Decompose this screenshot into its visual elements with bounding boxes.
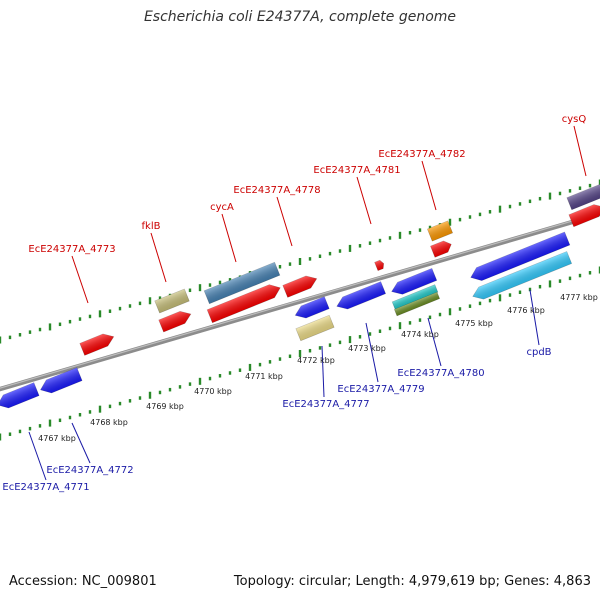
accession-text: Accession: NC_009801 <box>9 574 157 589</box>
ruler-label: 4774 kbp <box>401 330 439 339</box>
backbone-highlight <box>0 212 600 389</box>
ruler-label: 4769 kbp <box>146 402 184 411</box>
gene-forward-red-shade <box>282 275 317 298</box>
gene-forward-red-group <box>206 284 281 324</box>
gene-reverse-cyan-shade <box>392 284 438 310</box>
gene-reverse-blue-shade <box>391 268 437 295</box>
forward-gene-label: cysQ <box>562 114 587 125</box>
backbone-line <box>0 211 600 392</box>
gene-forward-red-shade <box>158 311 191 333</box>
forward-gene-label: EcE24377A_4782 <box>378 149 465 160</box>
forward-leader-line <box>276 196 293 247</box>
gene-reverse-blue-shade <box>336 281 386 310</box>
gene-forward-red-shade <box>374 260 384 271</box>
gene-reverse-blue-group <box>470 231 571 281</box>
gene-reverse-cyan-group <box>472 251 573 300</box>
ruler-label: 4768 kbp <box>90 418 128 427</box>
gene-forward-orange-shade <box>427 220 453 242</box>
gene-forward-purple-shade <box>566 184 600 210</box>
gene-reverse-blue-shade <box>40 367 83 393</box>
genome-summary-text: Topology: circular; Length: 4,979,619 bp… <box>233 574 591 589</box>
forward-gene-label: EcE24377A_4778 <box>233 185 320 196</box>
gene-forward-steelblue-group <box>203 261 281 305</box>
gene-reverse-blue-group <box>294 296 330 319</box>
ruler-ticks <box>0 179 600 441</box>
reverse-gene-label: cpdB <box>526 347 551 358</box>
ruler-label: 4767 kbp <box>38 434 76 443</box>
ruler-label: 4777 kbp <box>560 293 598 302</box>
forward-gene-label: fklB <box>142 221 161 232</box>
forward-leader-line <box>421 160 437 211</box>
gene-reverse-blue-group <box>391 267 438 295</box>
gene-reverse-blue-shade <box>295 296 330 319</box>
reverse-gene-label: EcE24377A_4771 <box>2 482 89 493</box>
gene-reverse-blue-group <box>40 367 83 394</box>
reverse-leader-line <box>365 322 379 383</box>
gene-reverse-khaki-group <box>295 314 335 342</box>
ruler-label: 4776 kbp <box>507 306 545 315</box>
gene-reverse-olive-shade <box>394 292 440 316</box>
genome-backbone <box>0 211 600 392</box>
gene-forward-red-shade <box>430 240 452 258</box>
forward-leader-line <box>150 232 167 283</box>
reverse-leader-line <box>28 431 47 481</box>
forward-leader-line <box>356 176 372 225</box>
gene-reverse-khaki-shade <box>295 315 335 341</box>
forward-gene-label: EcE24377A_4773 <box>28 244 115 255</box>
gene-labels: EcE24377A_4773 fklB cycA EcE24377A_4778 EcE2… <box>2 114 586 493</box>
gene-forward-red-shade <box>79 333 114 356</box>
gene-forward-red-group <box>282 275 318 298</box>
reverse-leader-line <box>529 289 540 346</box>
ruler-label: 4773 kbp <box>348 344 386 353</box>
gene-forward-red-group <box>79 333 115 356</box>
forward-gene-label: cycA <box>210 202 234 213</box>
ruler-label: 4771 kbp <box>245 372 283 381</box>
gene-reverse-blue-shade <box>470 232 570 281</box>
reverse-leader-line <box>427 317 442 367</box>
reverse-gene-label: EcE24377A_4772 <box>46 465 133 476</box>
gene-reverse-olive-group <box>393 291 441 317</box>
gene-reverse-cyan-shade <box>472 251 572 300</box>
figure-title: Escherichia coli E24377A, complete genom… <box>143 9 457 25</box>
gene-forward-khaki-group <box>154 288 190 314</box>
forward-leader-line <box>71 255 89 304</box>
reverse-gene-label: EcE24377A_4777 <box>282 399 369 410</box>
gene-forward-purple-group <box>566 183 600 211</box>
ruler-label: 4772 kbp <box>297 356 335 365</box>
gene-forward-steelblue-shade <box>204 262 280 304</box>
gene-forward-red-shade <box>207 284 281 323</box>
gene-reverse-blue-group <box>336 281 387 310</box>
gene-forward-red-shade <box>568 204 600 227</box>
gene-reverse-cyan-group <box>391 284 439 310</box>
ruler-label: 4770 kbp <box>194 387 232 396</box>
forward-leader-line <box>573 125 587 177</box>
gene-forward-red-group <box>158 311 192 333</box>
reverse-gene-label: EcE24377A_4779 <box>337 384 424 395</box>
reverse-leader-line <box>321 345 325 398</box>
gene-reverse-blue-group <box>0 382 40 409</box>
forward-leader-line <box>221 213 237 263</box>
gene-features <box>0 183 600 409</box>
ruler-labels: 4767 kbp 4768 kbp 4769 kbp 4770 kbp 4771 kbp… <box>38 293 598 443</box>
gene-forward-orange-group <box>426 220 454 242</box>
forward-gene-label: EcE24377A_4781 <box>313 165 400 176</box>
reverse-leader-line <box>71 422 91 464</box>
gene-forward-red-group <box>568 204 600 228</box>
reverse-gene-label: EcE24377A_4780 <box>397 368 484 379</box>
gene-forward-red-group <box>430 240 452 258</box>
gene-forward-khaki-shade <box>154 288 190 314</box>
gene-reverse-blue-shade <box>0 382 40 408</box>
gene-forward-red-group <box>374 259 385 272</box>
ruler-label: 4775 kbp <box>455 319 493 328</box>
label-leaders <box>28 125 587 481</box>
